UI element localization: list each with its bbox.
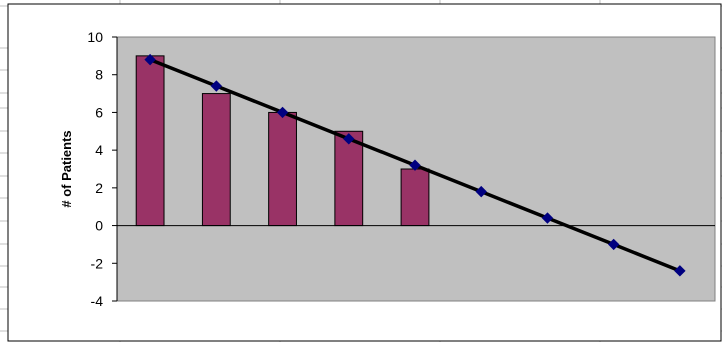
data-point-marker — [343, 133, 355, 145]
line-series — [144, 53, 686, 277]
bar — [334, 130, 364, 227]
data-point-marker — [541, 212, 554, 224]
y-tick-labels: 10 8 6 4 2 0 -2 -4 — [87, 29, 103, 309]
bar — [268, 111, 297, 227]
bar — [135, 55, 165, 227]
data-point-marker — [607, 238, 620, 251]
data-point-marker — [409, 159, 421, 171]
data-point-marker — [674, 265, 686, 277]
y-tick-label: 4 — [95, 142, 103, 158]
data-point-marker — [475, 185, 487, 198]
y-tick-label: -4 — [91, 293, 104, 309]
data-point-marker — [276, 106, 289, 119]
data-point-marker — [144, 53, 156, 66]
y-axis — [112, 36, 715, 302]
bar — [201, 93, 231, 227]
bar — [400, 168, 430, 227]
y-tick-label: 0 — [95, 218, 103, 234]
y-tick-label: 8 — [95, 67, 103, 83]
bar-series — [135, 55, 430, 227]
y-axis-label: # of Patients — [59, 130, 74, 207]
y-tick-label: 2 — [95, 180, 103, 196]
y-tick-label: 6 — [95, 104, 103, 120]
y-tick-label: -2 — [91, 255, 104, 271]
data-point-marker — [210, 80, 223, 92]
y-tick-label: 10 — [87, 29, 103, 45]
